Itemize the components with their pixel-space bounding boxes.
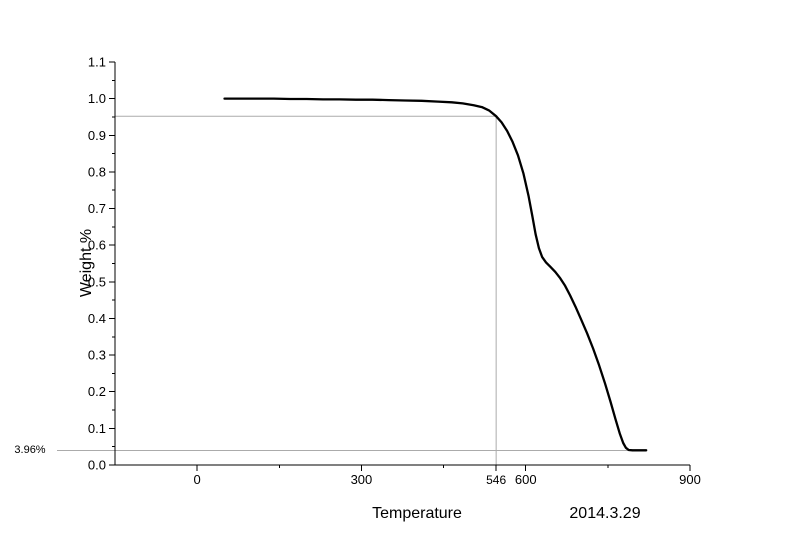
residual-percentage-label: 3.96% (14, 444, 46, 456)
y-tick-label: 0.9 (88, 128, 106, 143)
y-tick-label: 0.5 (88, 274, 106, 289)
y-tick-label: 0.6 (88, 238, 106, 253)
x-special-tick-label: 546 (486, 473, 506, 487)
y-tick-label: 1.0 (88, 91, 106, 106)
y-tick-label: 0.4 (88, 311, 106, 326)
x-tick-label: 300 (351, 472, 373, 487)
y-tick-label: 0.8 (88, 164, 106, 179)
y-tick-label: 1.1 (88, 55, 106, 70)
y-axis-title: Weight % (78, 228, 95, 298)
y-tick-label: 0.3 (88, 348, 106, 363)
y-tick-label: 0.1 (88, 421, 106, 436)
y-tick-label: 0.7 (88, 201, 106, 216)
tga-curve (223, 97, 648, 452)
x-tick-label: 0 (194, 472, 201, 487)
x-tick-label: 900 (679, 472, 701, 487)
date-annotation: 2014.3.29 (569, 505, 641, 522)
x-axis-title: Temperature (372, 505, 462, 522)
x-tick-label: 600 (515, 472, 537, 487)
y-tick-label: 0.0 (88, 458, 106, 473)
y-tick-label: 0.2 (88, 384, 106, 399)
